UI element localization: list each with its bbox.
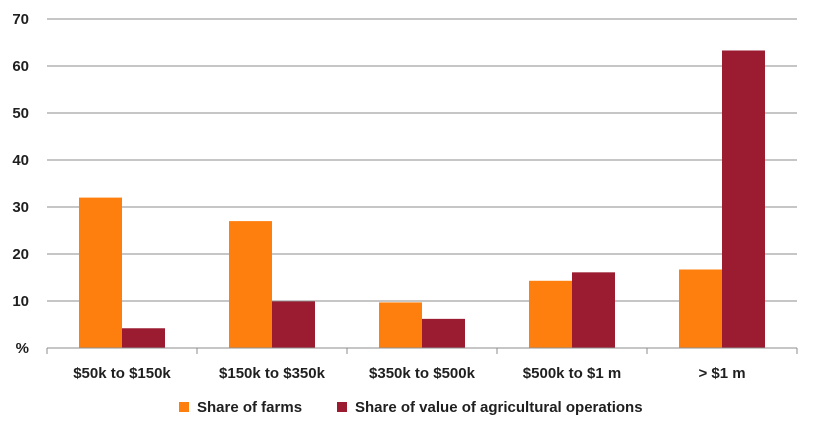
y-tick-label: 20: [12, 246, 29, 263]
legend-swatch-share-of-farms: [179, 402, 189, 412]
y-tick-label: 50: [12, 105, 29, 122]
bar-share-of-value-3: [572, 272, 615, 348]
bar-share-of-value-4: [722, 50, 765, 349]
gridlines: [47, 18, 797, 302]
bar-share-of-farms-4: [679, 269, 722, 348]
x-tick-label: $150k to $350k: [219, 365, 326, 382]
bar-share-of-value-0: [122, 328, 165, 348]
x-tick-label: $500k to $1 m: [523, 365, 621, 382]
bar-share-of-value-2: [422, 318, 465, 348]
x-tick-label: $50k to $150k: [73, 365, 171, 382]
x-tick-label: > $1 m: [698, 365, 745, 382]
axes: % 10 20 30 40 50 60 70 $50k to $150k $150k to $35…: [12, 11, 798, 382]
bar-share-of-farms-2: [379, 302, 422, 348]
y-tick-label: 70: [12, 11, 29, 28]
bar-share-of-farms-0: [79, 197, 122, 348]
legend-label-share-of-value: Share of value of agricultural operation…: [355, 399, 643, 416]
x-tick-label: $350k to $500k: [369, 365, 476, 382]
legend: Share of farms Share of value of agricult…: [179, 399, 643, 416]
legend-swatch-share-of-value: [337, 402, 347, 412]
bars: [79, 50, 765, 349]
y-tick-label: 60: [12, 58, 29, 75]
bar-share-of-farms-1: [229, 221, 272, 348]
legend-label-share-of-farms: Share of farms: [197, 399, 302, 416]
bar-share-of-farms-3: [529, 280, 572, 348]
y-tick-label: 40: [12, 152, 29, 169]
y-tick-label: 10: [12, 293, 29, 310]
y-tick-label: %: [16, 340, 29, 357]
bar-share-of-value-1: [272, 301, 315, 348]
y-tick-label: 30: [12, 199, 29, 216]
